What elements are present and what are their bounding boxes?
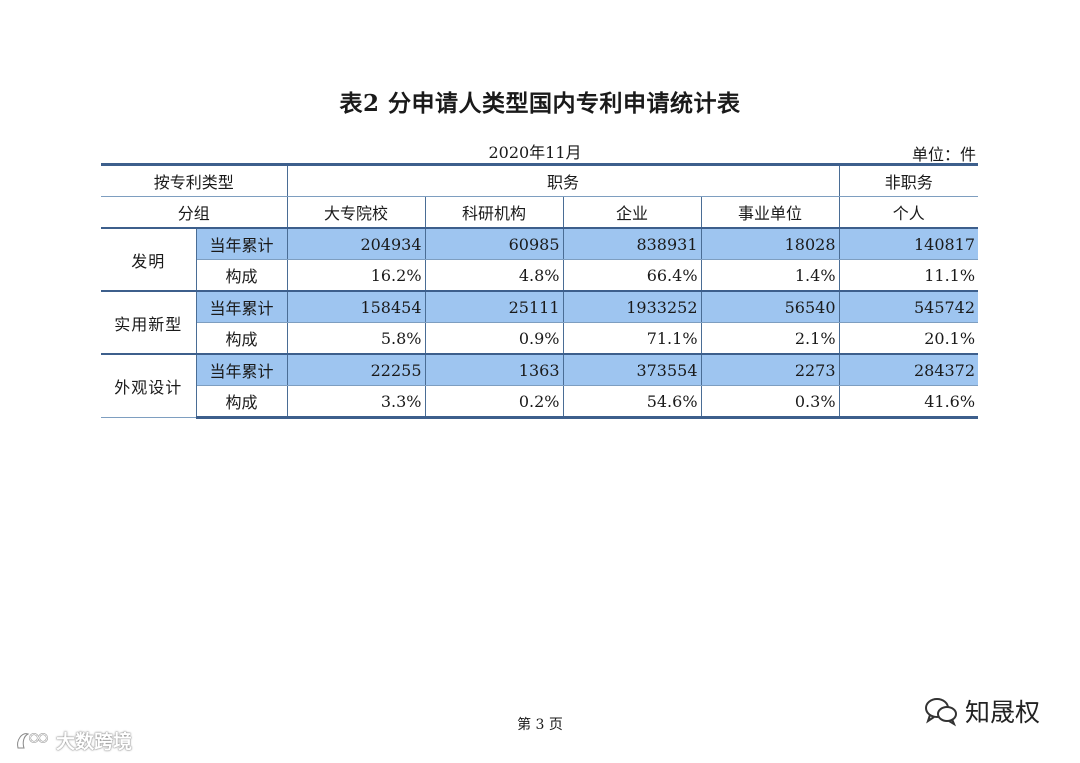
table-cell: 66.4%: [562, 259, 702, 292]
column-header-universities: 大专院校: [286, 196, 426, 229]
table-cell: 0.3%: [700, 385, 840, 419]
header-row-top: 按专利类型 职务 非职务: [101, 163, 979, 197]
report-date: 2020年11月: [488, 143, 582, 162]
table-cell: 5.8%: [286, 322, 426, 355]
type-design: 外观设计: [101, 353, 197, 418]
nonduty-header: 非职务: [838, 163, 979, 197]
table-cell: 2.1%: [700, 322, 840, 355]
table-row: 外观设计 当年累计 22255 1363 373554 2273 284372: [101, 353, 979, 418]
table-row: 发明 当年累计 204934 60985 838931 18028 140817: [101, 227, 979, 292]
type-invention: 发明: [101, 227, 197, 292]
table-cell: 18028: [700, 227, 840, 260]
type-utility-model: 实用新型: [101, 290, 197, 355]
watermark-left: 大数跨境: [14, 727, 132, 754]
table-row: 构成 5.8% 0.9% 71.1% 2.1% 20.1%: [101, 322, 979, 355]
table-cell: 41.6%: [838, 385, 979, 419]
table-cell: 25111: [424, 290, 564, 323]
table-cell: 838931: [562, 227, 702, 260]
row-label-composition: 构成: [196, 259, 288, 292]
table-cell: 54.6%: [562, 385, 702, 419]
column-header-public-institutions: 事业单位: [700, 196, 840, 229]
brand-logo-icon: [17, 732, 48, 748]
table-cell: 22255: [286, 353, 426, 386]
group-label-top: 按专利类型: [101, 163, 288, 197]
table-cell: 16.2%: [286, 259, 426, 292]
table-cell: 1.4%: [700, 259, 840, 292]
duty-header: 职务: [286, 163, 840, 197]
table-cell: 140817: [838, 227, 979, 260]
table-row: 实用新型 当年累计 158454 25111 1933252 56540 545…: [101, 290, 979, 355]
watermark-right-text: 知晟权: [965, 698, 1041, 727]
group-label-bottom: 分组: [101, 196, 288, 229]
table-cell: 60985: [424, 227, 564, 260]
wechat-icon: [925, 698, 957, 727]
column-header-research-institutes: 科研机构: [424, 196, 564, 229]
table-cell: 158454: [286, 290, 426, 323]
row-label-cumulative: 当年累计: [195, 290, 288, 323]
column-header-individuals: 个人: [838, 196, 979, 229]
table-cell: 1933252: [562, 290, 702, 323]
unit-label: 单位：件: [911, 145, 976, 164]
row-label-cumulative: 当年累计: [195, 353, 288, 386]
table-cell: 11.1%: [838, 259, 979, 292]
table-cell: 3.3%: [286, 385, 426, 419]
table-cell: 4.8%: [424, 259, 564, 292]
table-title: 表2 分申请人类型国内专利申请统计表: [339, 90, 741, 117]
table-cell: 373554: [562, 353, 702, 386]
watermark-right: 知晟权: [923, 693, 1040, 729]
table-row: 构成 3.3% 0.2% 54.6% 0.3% 41.6%: [101, 385, 979, 419]
table-row: 构成 16.2% 4.8% 66.4% 1.4% 11.1%: [101, 259, 979, 292]
table-cell: 71.1%: [562, 322, 702, 355]
row-label-composition: 构成: [196, 385, 288, 419]
page-number: 第 3 页: [517, 717, 563, 733]
table-cell: 1363: [424, 353, 564, 386]
table-cell: 56540: [700, 290, 840, 323]
row-label-composition: 构成: [196, 322, 288, 355]
table-cell: 0.2%: [424, 385, 564, 419]
patent-statistics-table: 按专利类型 职务 非职务 分组 大专院校 科研机构 企业 事业单位 个人 发明 …: [101, 163, 979, 419]
table-cell: 204934: [286, 227, 426, 260]
watermark-left-text: 大数跨境: [56, 731, 133, 753]
table-cell: 545742: [838, 290, 979, 323]
table-cell: 2273: [700, 353, 840, 386]
row-label-cumulative: 当年累计: [195, 227, 288, 260]
table-cell: 284372: [838, 353, 979, 386]
table-cell: 20.1%: [838, 322, 979, 355]
header-row-bottom: 分组 大专院校 科研机构 企业 事业单位 个人: [101, 196, 979, 229]
column-header-enterprises: 企业: [562, 196, 702, 229]
table-cell: 0.9%: [424, 322, 564, 355]
